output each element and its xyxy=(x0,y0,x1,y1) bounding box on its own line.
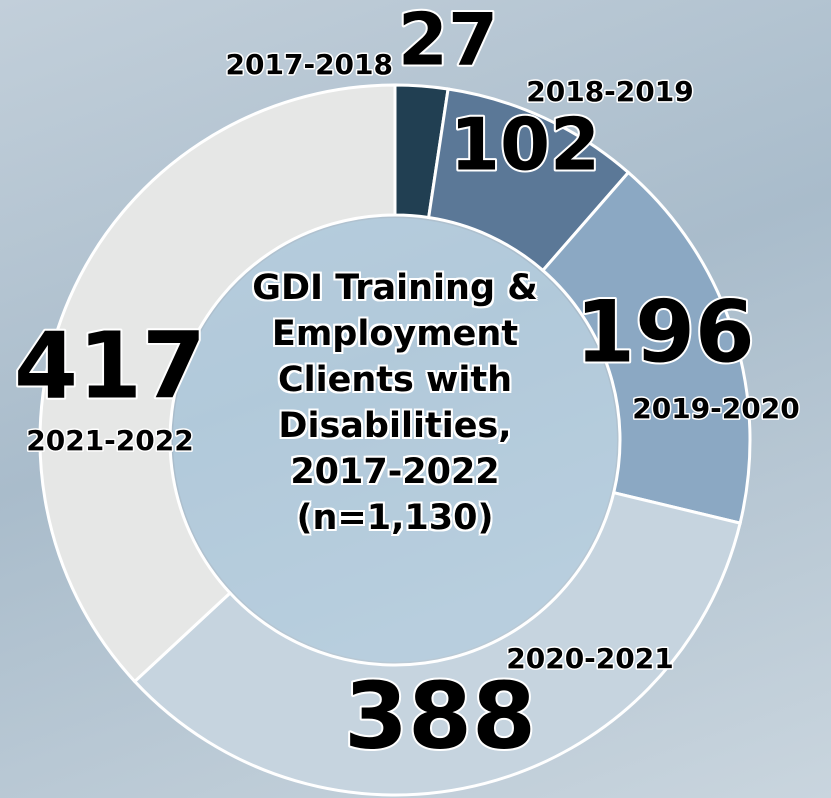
value-label: 388 xyxy=(344,662,536,769)
value-label: 196 xyxy=(575,282,755,382)
category-label: 2020-2021 xyxy=(506,642,673,675)
category-label: 2019-2020 xyxy=(632,392,799,425)
value-label: 102 xyxy=(450,103,600,187)
value-label: 27 xyxy=(398,0,498,82)
decor xyxy=(173,218,617,662)
category-label: 2018-2019 xyxy=(526,75,693,108)
donut-slice xyxy=(132,490,742,797)
category-label: 2017-2018 xyxy=(226,48,393,81)
value-label: 417 xyxy=(14,312,206,419)
category-label: 2021-2022 xyxy=(26,424,193,457)
donut-slice xyxy=(38,83,397,684)
donut-slice xyxy=(540,170,752,525)
chart-title: GDI Training & Employment Clients with D… xyxy=(252,268,538,538)
